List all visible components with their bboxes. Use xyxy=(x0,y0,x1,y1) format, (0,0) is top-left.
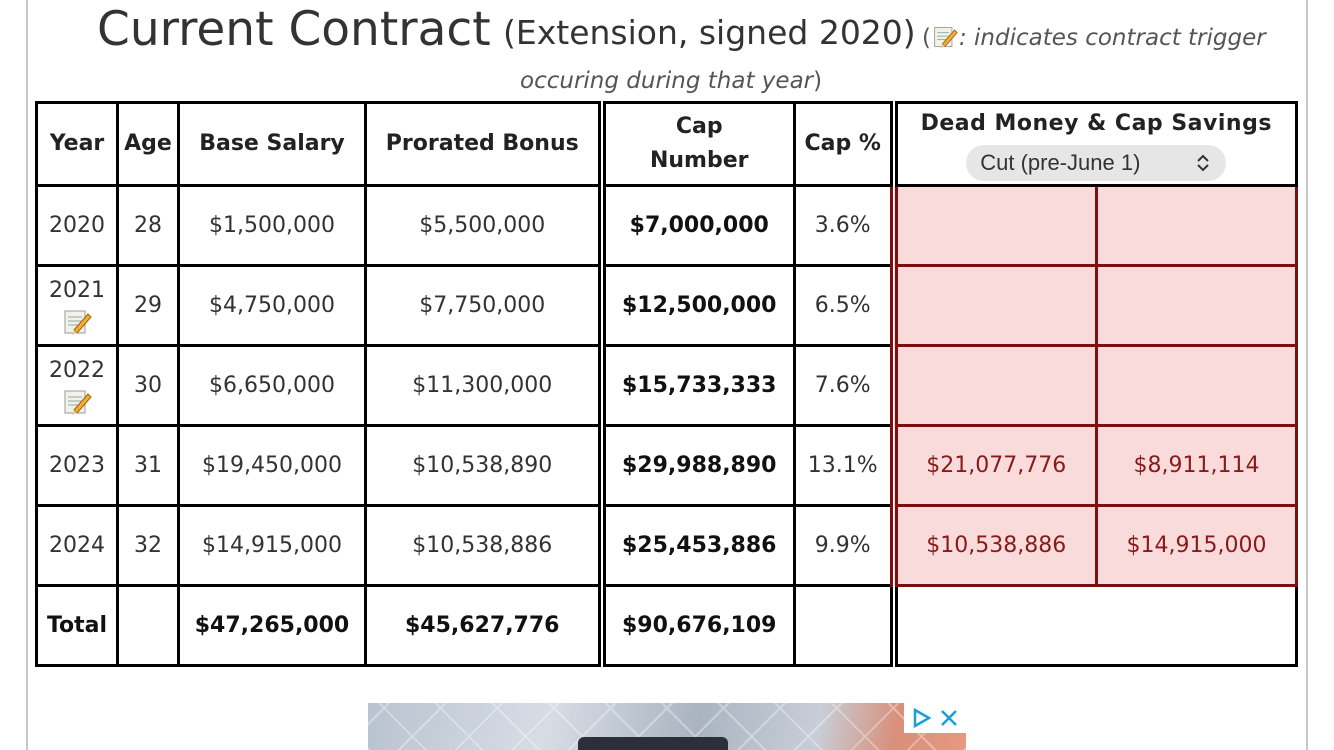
col-header-prorated-bonus: Prorated Bonus xyxy=(364,101,603,187)
note-close-paren: ) xyxy=(813,68,823,94)
table-row: 2021 29 $4,750,000 $7,750,000 $12,500,00… xyxy=(35,264,1298,347)
year-cell: 2023 xyxy=(35,424,119,507)
base-salary-cell: $6,650,000 xyxy=(177,344,367,427)
cap-number-cell: $7,000,000 xyxy=(597,184,796,267)
year-value: 2022 xyxy=(49,357,105,383)
cap-pct-cell: 7.6% xyxy=(793,344,895,427)
dead-money-cell: $21,077,776 xyxy=(889,424,1098,507)
note-text-1: : indicates contract trigger xyxy=(958,25,1266,51)
table-row: 2020 28 $1,500,000 $5,500,000 $7,000,000… xyxy=(35,184,1298,267)
contract-table: Year Age Base Salary Prorated Bonus Cap N… xyxy=(35,101,1298,667)
age-cell: 32 xyxy=(116,504,180,587)
page-frame-right xyxy=(1306,0,1308,750)
col-header-base-salary: Base Salary xyxy=(177,101,367,187)
cap-number-cell: $15,733,333 xyxy=(597,344,796,427)
col-header-dead-money: Dead Money & Cap Savings Cut (pre-June 1… xyxy=(889,101,1298,187)
cap-number-header-line2: Number xyxy=(649,148,749,173)
ad-image-object xyxy=(578,737,728,750)
age-cell: 31 xyxy=(116,424,180,507)
cap-savings-cell xyxy=(1095,184,1298,267)
memo-pencil-icon xyxy=(64,310,92,335)
col-header-year: Year xyxy=(35,101,119,187)
total-cap-number: $90,676,109 xyxy=(597,584,796,667)
dead-money-cell: $10,538,886 xyxy=(889,504,1098,587)
cap-pct-cell: 13.1% xyxy=(793,424,895,507)
dead-money-cell xyxy=(889,344,1098,427)
note-text-2: occuring during that year xyxy=(520,68,814,94)
close-icon[interactable] xyxy=(938,707,960,729)
cap-savings-cell: $14,915,000 xyxy=(1095,504,1298,587)
total-prorated-bonus: $45,627,776 xyxy=(364,584,603,667)
trigger-note: ( : indicates contract trigger xyxy=(922,24,1266,51)
cap-pct-cell: 6.5% xyxy=(793,264,895,347)
year-cell: 2022 xyxy=(35,344,119,427)
contract-subtitle: (Extension, signed 2020) xyxy=(503,13,916,52)
base-salary-cell: $14,915,000 xyxy=(177,504,367,587)
year-cell: 2020 xyxy=(35,184,119,267)
cap-savings-cell xyxy=(1095,264,1298,347)
age-cell: 28 xyxy=(116,184,180,267)
prorated-bonus-cell: $10,538,886 xyxy=(364,504,603,587)
dead-money-cell xyxy=(889,184,1098,267)
dead-money-title: Dead Money & Cap Savings xyxy=(920,111,1272,136)
col-header-cap-number: Cap Number xyxy=(597,101,796,187)
base-salary-cell: $19,450,000 xyxy=(177,424,367,507)
year-cell: 2024 xyxy=(35,504,119,587)
total-cap-pct-cell xyxy=(793,584,895,667)
table-row: 2024 32 $14,915,000 $10,538,886 $25,453,… xyxy=(35,504,1298,587)
table-row: 2023 31 $19,450,000 $10,538,890 $29,988,… xyxy=(35,424,1298,507)
cap-pct-cell: 3.6% xyxy=(793,184,895,267)
total-age-cell xyxy=(116,584,180,667)
col-header-cap-pct: Cap % xyxy=(793,101,895,187)
table-row: 2022 30 $6,650,000 $11,300,000 $15,733,3… xyxy=(35,344,1298,427)
ad-banner[interactable] xyxy=(368,703,966,750)
year-cell: 2021 xyxy=(35,264,119,347)
contract-header: Current Contract (Extension, signed 2020… xyxy=(0,0,1334,100)
page-title: Current Contract xyxy=(97,2,491,57)
chevron-updown-icon xyxy=(1197,154,1209,172)
cap-number-cell: $25,453,886 xyxy=(597,504,796,587)
total-label: Total xyxy=(35,584,119,667)
cap-number-cell: $29,988,890 xyxy=(597,424,796,507)
prorated-bonus-cell: $5,500,000 xyxy=(364,184,603,267)
memo-pencil-icon xyxy=(934,27,958,49)
prorated-bonus-cell: $10,538,890 xyxy=(364,424,603,507)
table-header-row: Year Age Base Salary Prorated Bonus Cap N… xyxy=(35,101,1298,187)
prorated-bonus-cell: $11,300,000 xyxy=(364,344,603,427)
cap-number-cell: $12,500,000 xyxy=(597,264,796,347)
age-cell: 29 xyxy=(116,264,180,347)
adchoices-play-icon[interactable] xyxy=(910,707,932,729)
trigger-note-cont: occuring during that year) xyxy=(520,68,822,94)
total-dead-money-cell xyxy=(889,584,1298,667)
cap-savings-cell: $8,911,114 xyxy=(1095,424,1298,507)
age-cell: 30 xyxy=(116,344,180,427)
ad-controls xyxy=(904,703,966,733)
dead-money-cell xyxy=(889,264,1098,347)
base-salary-cell: $1,500,000 xyxy=(177,184,367,267)
note-open-paren: ( xyxy=(922,25,931,51)
page-frame-left xyxy=(26,0,28,750)
total-row: Total $47,265,000 $45,627,776 $90,676,10… xyxy=(35,584,1298,667)
cap-number-header-line1: Cap xyxy=(675,114,723,139)
cut-type-select[interactable]: Cut (pre-June 1) xyxy=(966,145,1227,181)
total-base-salary: $47,265,000 xyxy=(177,584,367,667)
prorated-bonus-cell: $7,750,000 xyxy=(364,264,603,347)
memo-pencil-icon xyxy=(64,390,92,415)
cap-pct-cell: 9.9% xyxy=(793,504,895,587)
col-header-age: Age xyxy=(116,101,180,187)
cap-savings-cell xyxy=(1095,344,1298,427)
base-salary-cell: $4,750,000 xyxy=(177,264,367,347)
cut-select-value: Cut (pre-June 1) xyxy=(980,150,1141,175)
year-value: 2021 xyxy=(49,277,105,303)
